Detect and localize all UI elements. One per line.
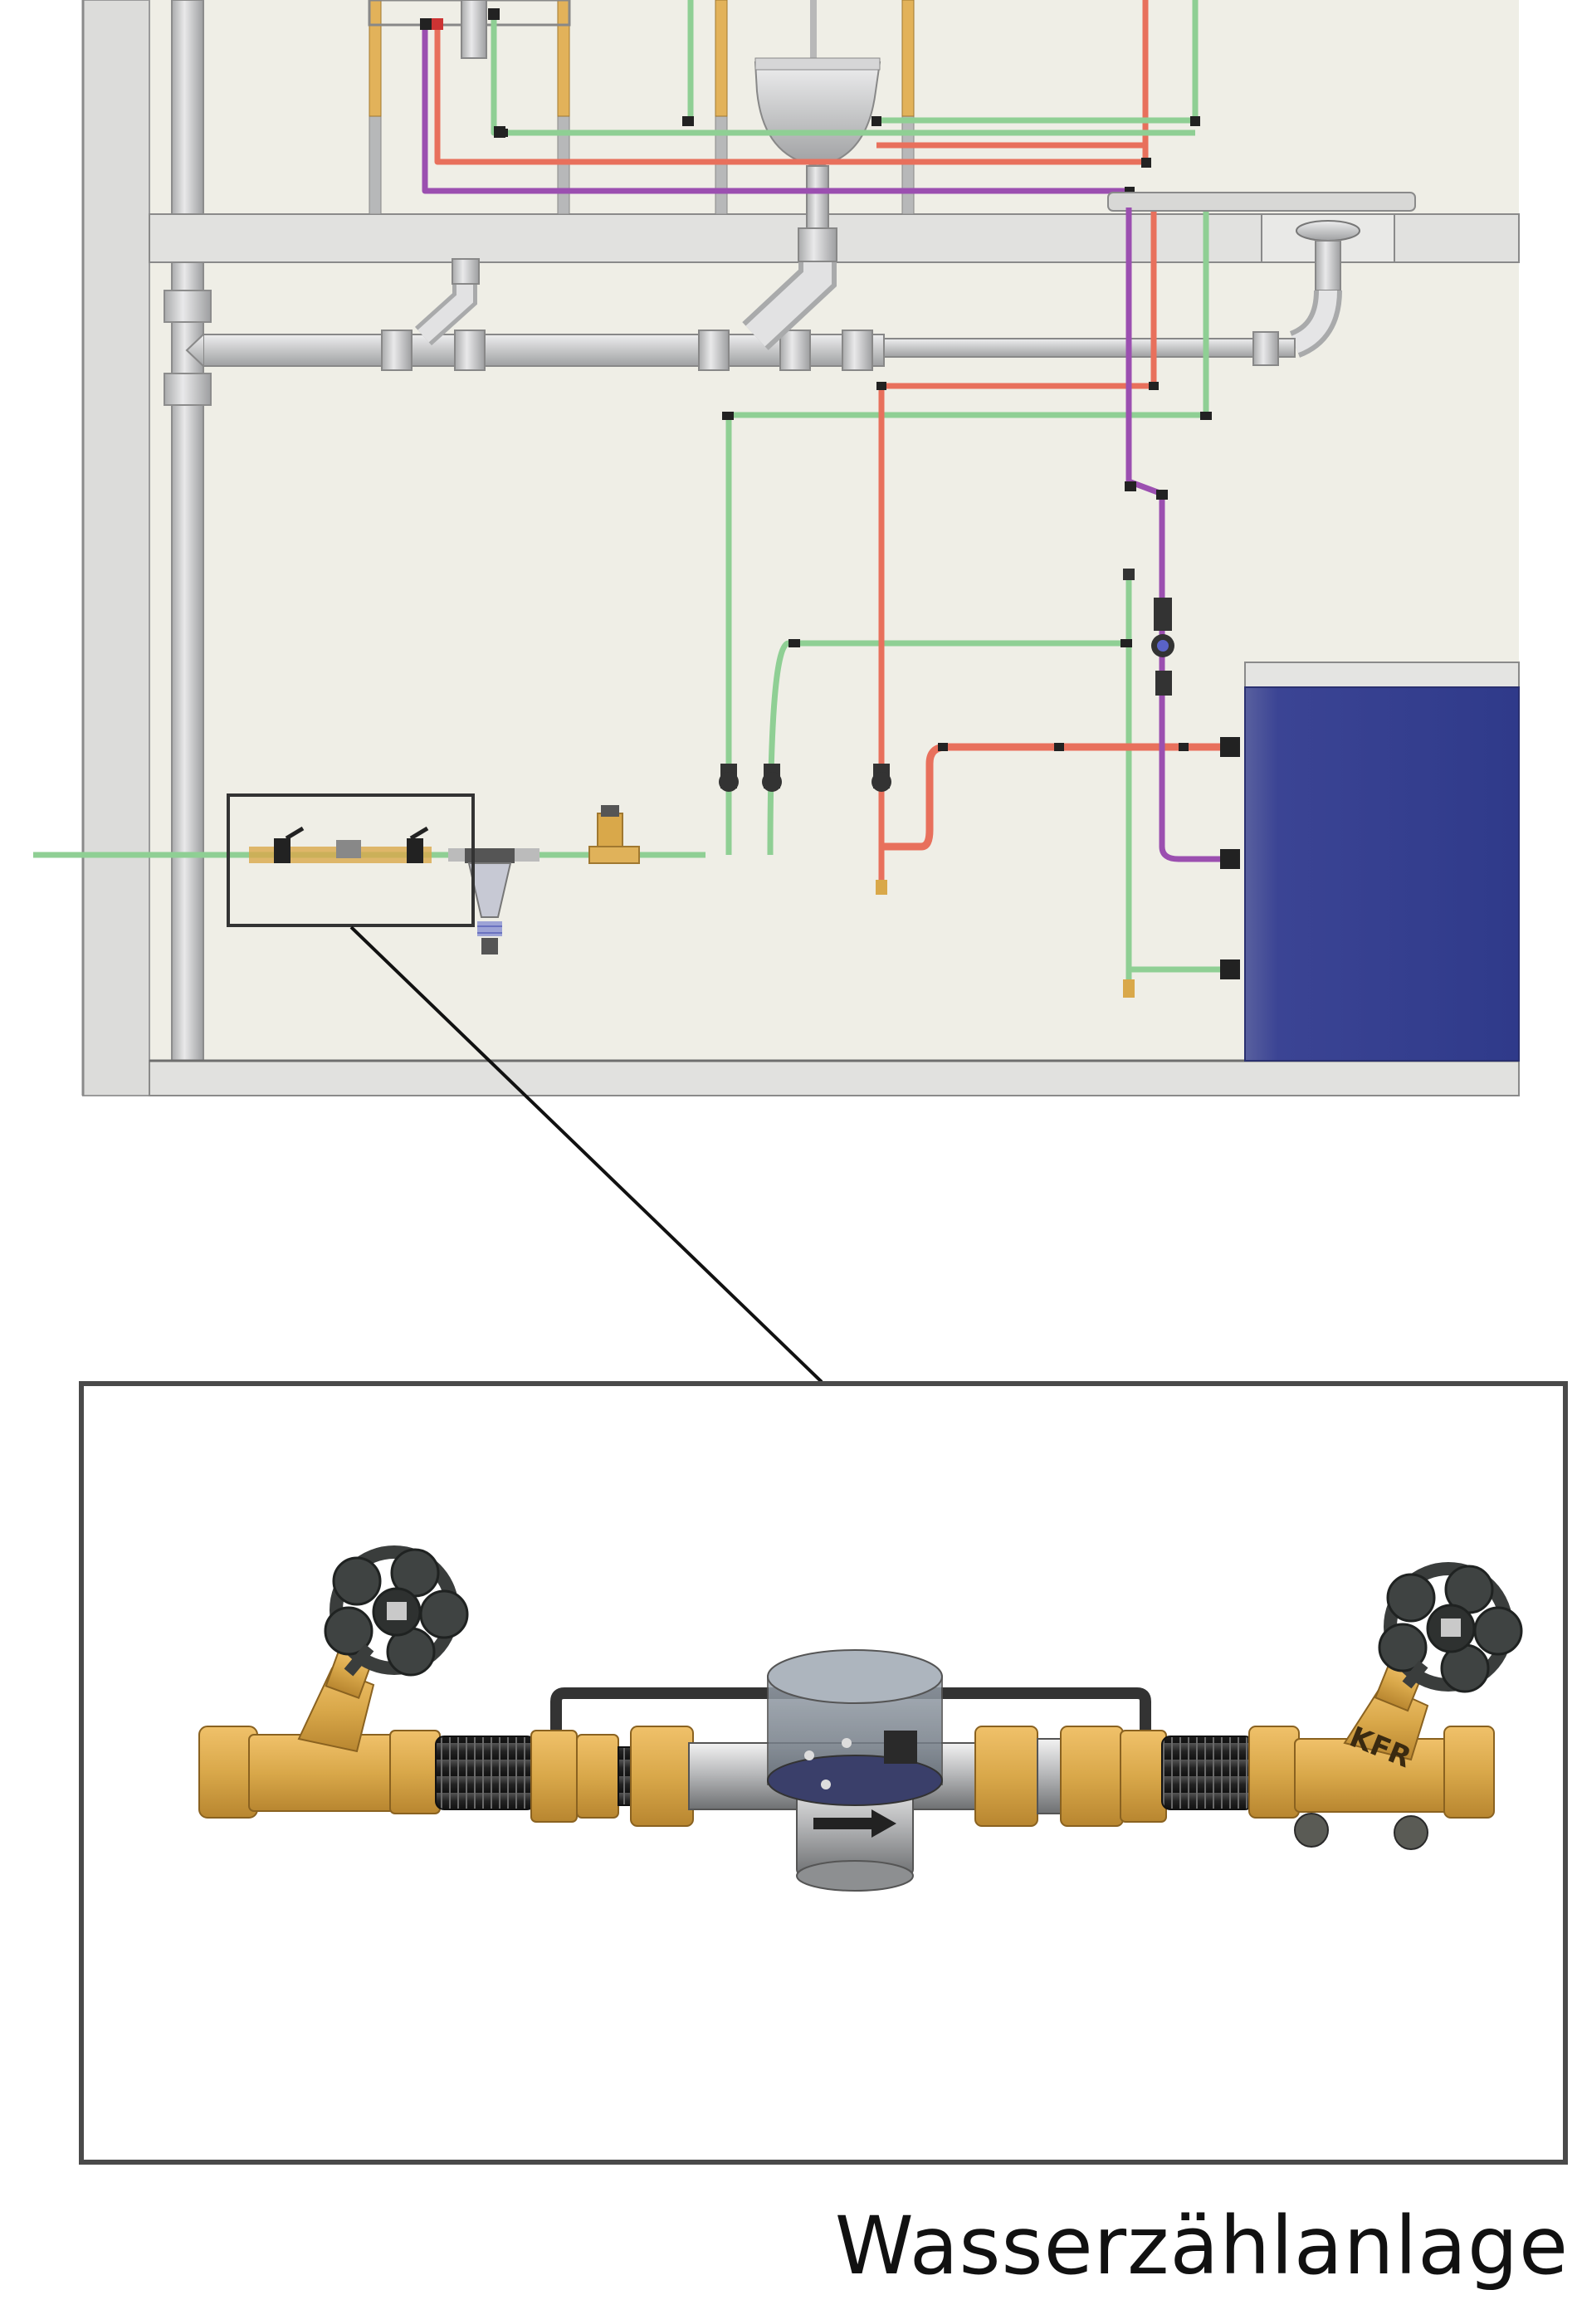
hot-water-main [878,212,1157,888]
riser-valves [719,569,1174,998]
floor-slab [149,1060,1520,1096]
washbasin-drain [806,165,829,233]
drain-stack [171,0,204,1096]
hot-water-line [434,25,1145,165]
detail-view: KFR [79,1381,1568,2165]
left-shutoff-valve [198,1646,441,1819]
shelf [1107,192,1416,212]
fittings-middle [722,382,1212,751]
floor-drain-grate [1296,220,1360,242]
drain-collector [185,290,1342,371]
storage-tank-lid [1244,662,1520,688]
drain-stack-fitting [164,290,212,323]
meter-assembly-small [249,805,640,954]
installation-overview [33,0,1520,1384]
left-wall [82,0,150,1096]
zoom-source-frame [227,793,475,927]
circulation-line [422,25,1129,194]
water-meter [767,1649,943,1892]
drain-stack-fitting [164,373,212,406]
left-flex-hose [435,1736,536,1810]
zoom-leader-line [349,925,823,1384]
left-handwheel-icon [324,1545,469,1677]
right-handwheel-icon [1378,1562,1523,1693]
right-shutoff-valve: KFR [1248,1658,1495,1850]
storage-tank [1244,686,1520,1062]
cold-water-to-valves [767,640,1129,856]
cold-water-up [725,212,1209,855]
flow-direction-arrow-icon [813,1818,872,1829]
right-flex-hose [1161,1736,1254,1810]
figure-caption: Wasserzählanlage [834,2200,1569,2292]
fittings-upper [420,8,1200,197]
tank-connectors [1220,737,1240,979]
